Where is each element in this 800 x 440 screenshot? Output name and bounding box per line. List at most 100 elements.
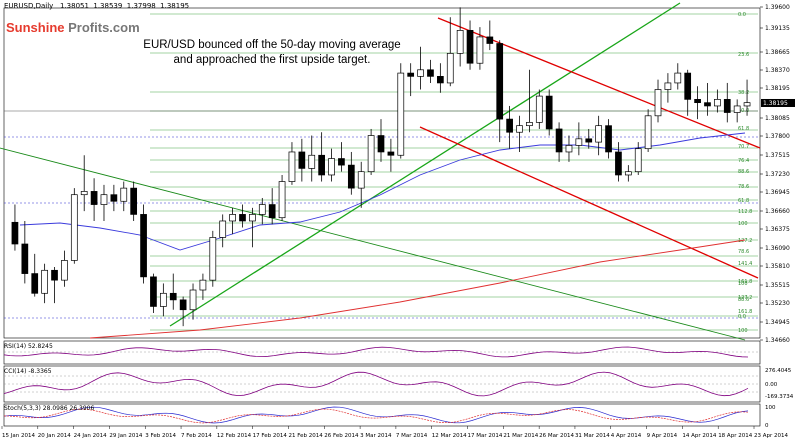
candle: [367, 128, 375, 175]
candle-body: [624, 171, 632, 176]
candle: [150, 273, 157, 314]
candle: [11, 204, 19, 251]
candle: [466, 20, 474, 70]
candle: [496, 40, 504, 143]
candle: [446, 17, 454, 87]
candle: [21, 220, 29, 284]
fib-label: 127.2: [738, 295, 752, 301]
date-label: 29 Jan 2014: [109, 433, 142, 439]
candle: [427, 59, 434, 83]
candle-body: [496, 43, 504, 120]
fib-label: 38.2: [738, 90, 749, 96]
fibonacci-levels: 0.0 23.6 38.2 50.0 61.8 70.7 76.4 88.6 78.6 61.8 1…: [4, 12, 758, 334]
candle: [110, 184, 118, 212]
date-label: 18 Apr 2014: [718, 433, 753, 439]
candle-body: [516, 125, 523, 133]
candle-body: [11, 221, 19, 245]
fib-label: 78.6: [738, 249, 749, 255]
date-label: 12 Mar 2014: [432, 433, 467, 439]
fib-label: 88.6: [738, 169, 749, 175]
candle-body: [456, 30, 464, 54]
date-label: 3 Feb 2014: [145, 433, 176, 439]
candle: [61, 250, 68, 287]
candle: [437, 63, 444, 93]
candle-body: [80, 191, 88, 196]
cci-line: [3, 371, 749, 397]
candle-body: [367, 135, 375, 173]
candle-body: [189, 289, 197, 311]
date-label: 31 Mar 2014: [575, 433, 610, 439]
candle-body: [387, 151, 395, 156]
panel-frame-3: [3, 403, 761, 427]
candle: [417, 46, 424, 90]
candles: [11, 7, 751, 327]
candle-body: [476, 36, 484, 64]
candle: [545, 89, 553, 136]
candle: [516, 115, 523, 152]
candle: [159, 283, 167, 317]
candle-body: [100, 194, 108, 205]
candle: [407, 63, 415, 97]
candle-body: [110, 194, 118, 202]
price-tick-label: 1.36090: [765, 245, 790, 252]
candle: [486, 20, 494, 51]
price-tick-label: 1.38370: [765, 67, 790, 74]
candle: [397, 63, 405, 159]
candle-body: [704, 102, 711, 107]
fib-label: 61.8: [738, 198, 749, 204]
candle-body: [526, 122, 533, 127]
stoch-title: Stoch(5,3,3) 28.0986 26.3906: [4, 405, 95, 412]
candle: [615, 142, 622, 182]
fib-label: 161.8: [738, 309, 752, 315]
fib-label: 100: [738, 221, 748, 227]
candle-body: [278, 181, 286, 219]
indicator-axis-label: 276.4045: [765, 368, 792, 374]
candle: [565, 135, 573, 162]
fib-label: 0.0: [738, 314, 746, 320]
candle: [605, 119, 612, 159]
ma50-line: [19, 132, 746, 251]
candle: [723, 82, 731, 123]
candle-body: [249, 214, 256, 222]
candle-body: [357, 171, 365, 189]
cci-title: CCI(14) -8.3365: [4, 368, 52, 375]
indicator-panels: 276.4045 0.00 -169.3734 100 0: [3, 346, 794, 429]
candle: [476, 27, 484, 70]
candle: [209, 230, 217, 287]
candle: [298, 138, 306, 182]
candle-body: [437, 76, 444, 84]
candle-body: [605, 125, 612, 153]
candle: [506, 105, 513, 149]
candle: [654, 79, 662, 123]
candle: [249, 207, 256, 248]
candle-body: [684, 72, 692, 100]
candle: [120, 181, 128, 212]
candle: [199, 273, 207, 300]
candle-body: [308, 154, 316, 169]
candle-body: [694, 99, 701, 104]
candle-body: [595, 125, 603, 143]
candle-body: [644, 115, 652, 150]
annotation-line-2: and approached the first upside target.: [173, 54, 371, 66]
candle: [169, 273, 177, 310]
candle-body: [288, 151, 296, 182]
candle-body: [417, 69, 424, 77]
candle: [704, 82, 711, 116]
price-tick-label: 1.39600: [765, 4, 790, 11]
candle-body: [446, 53, 454, 84]
candle: [308, 135, 316, 182]
candle-body: [347, 164, 355, 189]
price-axis: 1.39600 1.39135 1.38665 1.38370 1.38195 1.380…: [760, 4, 795, 344]
date-label: 4 Apr 2014: [611, 433, 642, 439]
candle-body: [229, 214, 236, 222]
price-tick-label: 1.35810: [765, 263, 790, 270]
price-tick-label: 1.35230: [765, 300, 790, 307]
rsi-line: [3, 346, 749, 358]
candle: [664, 73, 672, 103]
price-tick-label: 1.37515: [765, 152, 790, 159]
candle-body: [634, 148, 642, 173]
fib-label: 127.2: [738, 238, 752, 244]
symbol-info: EURUSD,Daily 1.38051 1.38539 1.37998 1.3…: [4, 2, 190, 10]
candle-body: [506, 118, 513, 133]
candle-body: [61, 260, 68, 281]
